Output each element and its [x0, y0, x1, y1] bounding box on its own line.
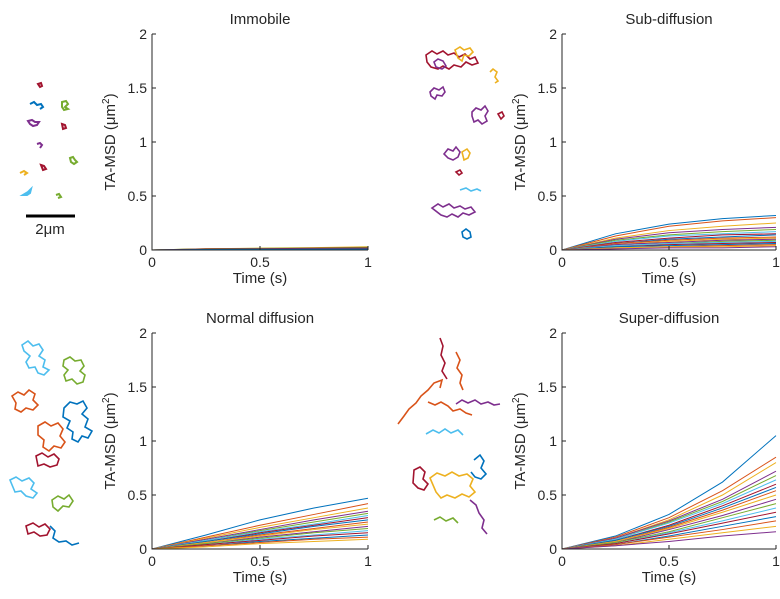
- series-line: [561, 511, 777, 550]
- x-tick-label: 1: [364, 553, 372, 569]
- chart-title: Super-diffusion: [619, 310, 720, 327]
- series-line: [151, 515, 369, 550]
- series-line: [151, 527, 369, 550]
- y-tick-label: 1.5: [128, 80, 148, 96]
- x-tick-label: 0.5: [659, 254, 679, 270]
- series-line: [151, 536, 369, 550]
- x-tick-label: 0: [148, 553, 156, 569]
- charts: 0 0.5 1 0 0.5 1 1.5 2 Immobile Time (s) TA-MSD (μm…: [101, 11, 780, 586]
- series-line: [151, 532, 369, 550]
- series-line: [151, 523, 369, 550]
- series-line: [561, 222, 777, 251]
- chart-super-diffusion: 0 0.5 1 0 0.5 1 1.5 2 Super-diffusion Time (s) TA-…: [511, 310, 780, 586]
- series-line: [151, 510, 369, 550]
- trajectory-thumbnail-immobile: [19, 81, 79, 199]
- x-axis-label: Time (s): [642, 270, 696, 287]
- y-tick-label: 1: [549, 134, 557, 150]
- y-tick-label: 0.5: [538, 188, 558, 204]
- series-line: [151, 519, 369, 550]
- x-tick-label: 1: [772, 553, 780, 569]
- chart-title: Normal diffusion: [206, 310, 314, 327]
- series-line: [561, 214, 777, 251]
- chart-immobile: 0 0.5 1 0 0.5 1 1.5 2 Immobile Time (s) TA-MSD (μm…: [101, 11, 372, 287]
- series-line: [561, 226, 777, 251]
- y-tick-label: 1: [139, 134, 147, 150]
- x-axis-label: Time (s): [233, 569, 287, 586]
- trajectory-thumbnail-sub-diffusion: [425, 46, 505, 240]
- series-line: [561, 236, 777, 251]
- y-tick-label: 0.5: [128, 188, 148, 204]
- x-tick-label: 1: [364, 254, 372, 270]
- y-tick-label: 2: [139, 325, 147, 341]
- series-line: [561, 486, 777, 550]
- series-line: [561, 479, 777, 550]
- y-tick-label: 2: [549, 325, 557, 341]
- x-tick-label: 1: [772, 254, 780, 270]
- y-tick-label: 0.5: [128, 487, 148, 503]
- chart-sub-diffusion: 0 0.5 1 0 0.5 1 1.5 2 Sub-diffusion Time (s) TA-MS…: [511, 11, 780, 287]
- y-tick-label: 2: [549, 26, 557, 42]
- y-tick-label: 1.5: [538, 379, 558, 395]
- y-axis-label: TA-MSD (μm2): [101, 392, 119, 489]
- series-line: [561, 520, 777, 550]
- y-axis-label: TA-MSD (μm2): [511, 392, 529, 489]
- series-line: [561, 531, 777, 550]
- x-tick-label: 0.5: [659, 553, 679, 569]
- series-line: [561, 503, 777, 550]
- y-tick-label: 0: [139, 541, 147, 557]
- chart-title: Immobile: [230, 11, 291, 28]
- series-line: [151, 497, 369, 550]
- series-line: [561, 240, 777, 251]
- series-line: [561, 228, 777, 251]
- series-line: [561, 238, 777, 251]
- x-tick-label: 0.5: [250, 553, 270, 569]
- y-tick-label: 1.5: [538, 80, 558, 96]
- trajectory-thumbnail-super-diffusion: [397, 337, 501, 535]
- y-tick-label: 1.5: [128, 379, 148, 395]
- series-line: [561, 233, 777, 251]
- y-axis-label: TA-MSD (μm2): [101, 93, 119, 190]
- series-line: [561, 456, 777, 550]
- series-lines: [151, 497, 369, 550]
- series-line: [561, 494, 777, 550]
- y-tick-label: 0: [549, 242, 557, 258]
- x-tick-label: 0: [148, 254, 156, 270]
- y-tick-label: 0: [139, 242, 147, 258]
- chart-title: Sub-diffusion: [625, 11, 712, 28]
- x-axis-label: Time (s): [642, 569, 696, 586]
- chart-normal-diffusion: 0 0.5 1 0 0.5 1 1.5 2 Normal diffusion Time (s) TA…: [101, 310, 372, 586]
- y-tick-label: 0: [549, 541, 557, 557]
- series-line: [561, 435, 777, 550]
- y-tick-label: 2: [139, 26, 147, 42]
- y-tick-label: 1: [139, 433, 147, 449]
- y-axis-label: TA-MSD (μm2): [511, 93, 529, 190]
- x-axis-label: Time (s): [233, 270, 287, 287]
- x-tick-label: 0: [558, 254, 566, 270]
- series-line: [561, 243, 777, 251]
- series-line: [561, 217, 777, 251]
- x-tick-label: 0: [558, 553, 566, 569]
- series-line: [151, 503, 369, 550]
- scale-bar-label: 2μm: [35, 221, 64, 238]
- series-line: [151, 538, 369, 550]
- series-line: [561, 231, 777, 251]
- x-tick-label: 0.5: [250, 254, 270, 270]
- y-tick-label: 1: [549, 433, 557, 449]
- series-line: [561, 470, 777, 550]
- y-tick-label: 0.5: [538, 487, 558, 503]
- trajectory-thumbnail-normal-diffusion: [8, 339, 94, 546]
- series-line: [151, 507, 369, 550]
- series-lines: [561, 435, 777, 550]
